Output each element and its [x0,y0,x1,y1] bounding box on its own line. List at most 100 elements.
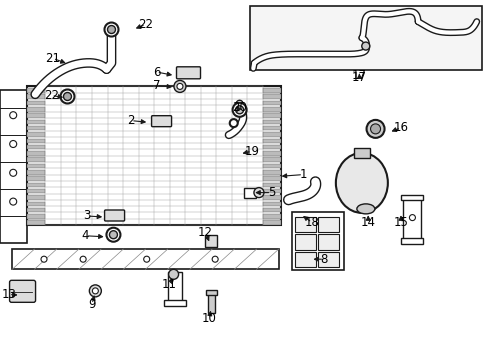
Text: 18: 18 [304,216,319,229]
Text: 7: 7 [152,79,160,92]
Bar [27,164,45,168]
Bar [27,195,45,200]
Bar [262,214,281,219]
Bar [27,126,45,130]
Bar [262,126,281,130]
Bar [262,202,281,206]
Circle shape [177,84,183,89]
Bar [27,176,45,181]
Bar [163,300,185,306]
Text: 2: 2 [127,114,135,127]
Bar [262,94,281,99]
FancyBboxPatch shape [151,116,171,127]
Bar [262,176,281,181]
FancyBboxPatch shape [176,67,200,79]
Circle shape [10,112,17,119]
Bar [27,189,45,193]
Bar [262,101,281,105]
Bar [27,86,281,225]
Circle shape [10,198,17,205]
Text: 6: 6 [152,66,160,78]
Bar [262,220,281,225]
Bar [262,170,281,175]
Bar [27,88,45,93]
Text: 11: 11 [161,278,176,291]
Bar [27,220,45,225]
Bar [401,195,423,199]
Bar [262,195,281,200]
Bar [262,107,281,112]
Circle shape [10,140,17,148]
Text: 21: 21 [45,52,60,65]
Text: 20: 20 [232,101,246,114]
Text: 1: 1 [299,168,306,181]
Bar [27,132,45,137]
Bar [262,132,281,137]
Circle shape [109,231,117,239]
Bar [318,234,339,250]
Bar [262,189,281,193]
Bar [0,90,27,243]
Bar [27,214,45,219]
Bar [12,249,278,269]
Bar [27,120,45,124]
Text: 22: 22 [138,18,153,31]
Bar [262,139,281,143]
Bar [262,208,281,212]
Bar [27,139,45,143]
Bar [295,217,316,232]
Text: 17: 17 [351,69,366,82]
Bar [262,183,281,187]
Text: 3: 3 [83,210,91,222]
Circle shape [366,120,384,138]
Bar [27,145,45,149]
Bar [167,272,181,304]
Text: 15: 15 [393,216,407,229]
Circle shape [61,90,74,103]
Circle shape [143,256,149,262]
Circle shape [104,23,118,36]
Ellipse shape [335,153,387,213]
Circle shape [232,103,246,117]
Bar [27,183,45,187]
Text: 17: 17 [351,71,366,84]
FancyBboxPatch shape [104,210,124,221]
Bar [27,113,45,118]
Bar [353,148,369,158]
Text: 8: 8 [320,253,327,266]
Bar [403,198,421,240]
Bar [262,88,281,93]
Circle shape [89,285,101,297]
Circle shape [106,228,120,242]
Circle shape [168,269,178,279]
Bar [27,208,45,212]
Circle shape [229,119,237,127]
Bar [27,151,45,156]
Bar [262,120,281,124]
Circle shape [41,256,47,262]
Text: 5: 5 [267,186,275,199]
Bar [208,293,215,313]
Circle shape [212,256,218,262]
Circle shape [174,80,185,93]
Text: 13: 13 [1,288,16,301]
Bar [27,170,45,175]
Bar [262,157,281,162]
Bar [244,188,255,198]
Bar [318,252,339,267]
Bar [262,151,281,156]
Circle shape [370,124,380,134]
Bar [295,234,316,250]
Text: 22: 22 [44,89,59,102]
Bar [206,290,217,295]
Circle shape [80,256,86,262]
Circle shape [408,215,415,221]
Text: 9: 9 [88,298,96,311]
Text: 10: 10 [202,312,216,325]
Bar [262,164,281,168]
Bar [27,202,45,206]
Bar [292,212,344,270]
Text: 19: 19 [244,145,259,158]
Bar [262,113,281,118]
Bar [27,94,45,99]
